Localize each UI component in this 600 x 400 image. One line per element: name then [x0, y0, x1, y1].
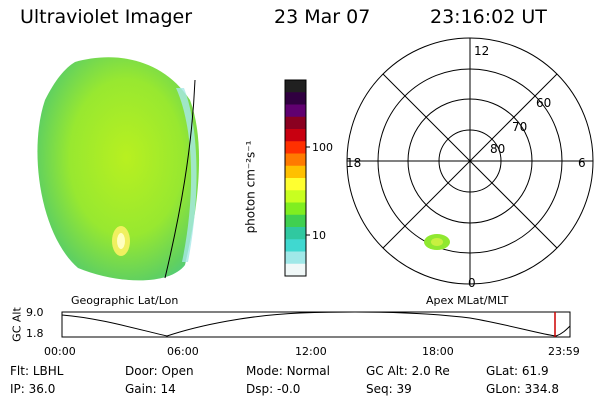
status-dsp: Dsp: -0.0 [246, 382, 301, 396]
colorbar-cell [285, 202, 306, 216]
status-seq: Seq: 39 [366, 382, 412, 396]
colorbar-cell [285, 251, 306, 265]
polar-diagonal-2 [382, 73, 558, 249]
timeline-y-axis-label: GC Alt [10, 307, 24, 342]
right-panel-caption: Apex MLat/MLT [426, 294, 509, 307]
colorbar-cell [285, 214, 306, 228]
colorbar-cell [285, 129, 306, 142]
polar-plot [346, 37, 594, 285]
status-glon: GLon: 334.8 [486, 382, 559, 396]
colorbar-unit-label: photon cm⁻²s⁻¹ [243, 140, 258, 234]
app-title: Ultraviolet Imager [20, 6, 193, 28]
date-label: 23 Mar 07 [274, 6, 371, 28]
colorbar-cell [285, 178, 306, 191]
timeline-xtick: 00:00 [44, 345, 76, 358]
mlt-label-left: 18 [346, 156, 362, 170]
timeline-xtick: 06:00 [167, 345, 199, 358]
status-ip: IP: 36.0 [10, 382, 56, 396]
colorbar-cell [285, 239, 306, 252]
lat-label-60: 60 [536, 96, 552, 110]
terminator-line [164, 79, 196, 279]
geographic-image [37, 57, 200, 281]
colorbar-cell [285, 190, 306, 203]
timeline-xtick: 18:00 [422, 345, 454, 358]
colorbar-cell [285, 153, 306, 167]
mlt-label-top: 12 [474, 44, 490, 58]
timeline-ytick-high: 9.0 [26, 306, 44, 319]
colorbar-cell [285, 263, 306, 277]
mlt-label-bottom: 0 [468, 276, 476, 290]
colorbar-cell [285, 141, 306, 154]
colorbar-label-10: 10 [312, 229, 326, 242]
status-door: Door: Open [125, 364, 194, 378]
timeline-xtick: 12:00 [295, 345, 327, 358]
timeline-frame [61, 311, 571, 338]
aurora-emission-region [37, 57, 200, 281]
timeline-ytick-low: 1.8 [26, 327, 44, 340]
lat-label-70: 70 [512, 120, 528, 134]
status-glat: GLat: 61.9 [486, 364, 549, 378]
colorbar-cell [285, 92, 306, 105]
time-label: 23:16:02 UT [430, 6, 547, 28]
status-filter: Flt: LBHL [10, 364, 64, 378]
altitude-timeline [61, 311, 571, 338]
left-panel-caption: Geographic Lat/Lon [71, 294, 179, 307]
colorbar-cell [285, 227, 306, 240]
colorbar-cell [285, 165, 306, 179]
colorbar [284, 79, 310, 277]
colorbar-cell [285, 104, 306, 118]
polar-aurora-core [431, 238, 443, 246]
colorbar-frame [284, 79, 307, 277]
lat-label-80: 80 [490, 142, 506, 156]
status-gc-alt: GC Alt: 2.0 Re [366, 364, 450, 378]
status-mode: Mode: Normal [246, 364, 330, 378]
colorbar-cell [285, 116, 306, 130]
bright-spot-core [117, 233, 125, 249]
mlt-label-right: 6 [578, 156, 586, 170]
colorbar-cell [285, 80, 306, 93]
altitude-curve [61, 311, 571, 337]
colorbar-label-100: 100 [312, 141, 333, 154]
timeline-xtick: 23:59 [548, 345, 580, 358]
status-gain: Gain: 14 [125, 382, 176, 396]
